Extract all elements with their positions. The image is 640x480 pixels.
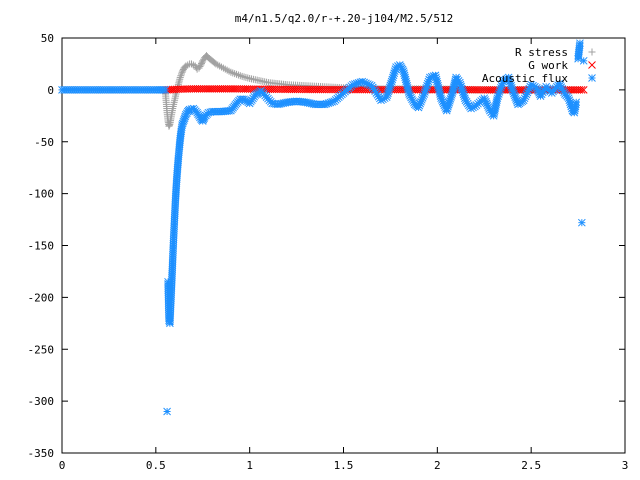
data-point (242, 73, 250, 81)
data-point (576, 39, 584, 48)
y-tick-label: -200 (28, 291, 55, 304)
y-tick-label: 0 (47, 84, 54, 97)
data-point (176, 73, 184, 81)
plot-area (58, 39, 588, 416)
data-point (240, 73, 248, 81)
x-axis-ticks: 0 0.5 1 1.5 2 2.5 3 (59, 38, 629, 472)
x-tick-label: 2.5 (521, 459, 541, 472)
y-tick-label: -250 (28, 343, 55, 356)
y-axis-ticks: 50 0 -50 -100 -150 -200 -250 -300 -350 (28, 32, 625, 460)
data-point (579, 56, 588, 65)
legend-label: Acoustic flux (482, 72, 568, 85)
data-point (579, 86, 588, 94)
plot-frame (61, 37, 626, 454)
data-point (244, 74, 252, 82)
legend-marker (588, 48, 596, 56)
data-point (196, 63, 204, 71)
chart-title: m4/n1.5/q2.0/r-+.20-j104/M2.5/512 (235, 12, 454, 25)
x-tick-label: 3 (622, 459, 629, 472)
y-tick-label: 50 (41, 32, 54, 45)
x-tick-label: 1.5 (334, 459, 354, 472)
data-point (177, 70, 185, 78)
series-2 (58, 39, 588, 416)
legend-label: R stress (515, 46, 568, 59)
y-tick-label: -100 (28, 188, 55, 201)
data-point (572, 98, 581, 107)
legend-label: G work (528, 59, 568, 72)
legend-marker (588, 61, 596, 69)
y-tick-label: -350 (28, 447, 55, 460)
data-point (577, 218, 586, 227)
data-point (161, 86, 170, 94)
data-point (163, 407, 171, 416)
axes (61, 37, 626, 454)
y-tick-label: -300 (28, 395, 55, 408)
data-point (577, 86, 586, 94)
x-tick-label: 2 (434, 459, 441, 472)
legend-marker (588, 74, 596, 82)
y-tick-label: -50 (34, 136, 54, 149)
x-tick-label: 0 (59, 459, 66, 472)
y-tick-label: -150 (28, 240, 55, 253)
x-tick-label: 0.5 (146, 459, 166, 472)
data-point (198, 58, 206, 66)
x-tick-label: 1 (246, 459, 253, 472)
data-point (177, 72, 185, 80)
